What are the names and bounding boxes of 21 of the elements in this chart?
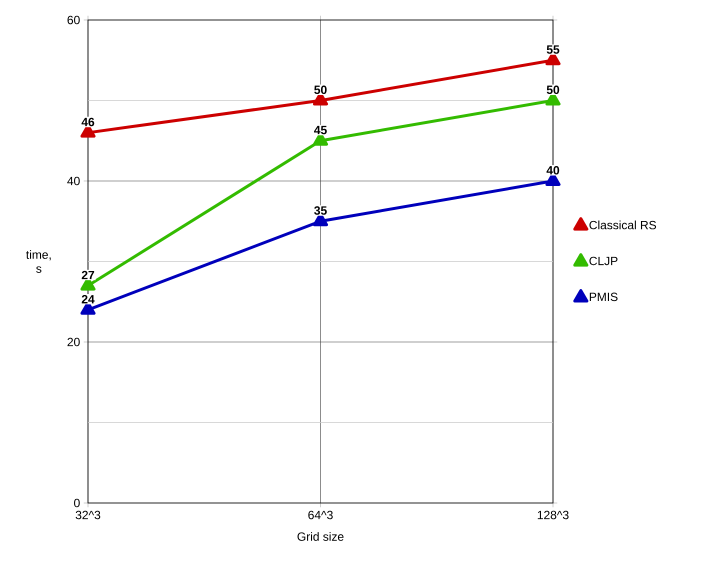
data-label: 40 [546, 166, 560, 175]
data-label: 35 [314, 206, 327, 215]
data-label: 45 [314, 126, 327, 134]
data-label: 24 [82, 294, 95, 304]
x-tick-label: 128^3 [538, 510, 569, 520]
y-tick-label: 20 [68, 338, 80, 346]
x-tick-label: 32^3 [76, 510, 100, 520]
y-tick-label: 60 [68, 16, 80, 24]
y-tick-label: 40 [67, 176, 80, 186]
x-axis-title: Grid size [298, 532, 344, 541]
legend-label: PMIS [590, 292, 618, 302]
data-label: 50 [314, 86, 327, 94]
legend-label: CLJP [589, 256, 618, 266]
legend-label: Classical RS [589, 220, 656, 230]
data-label: 27 [82, 270, 94, 280]
y-tick-label: 0 [74, 498, 80, 508]
x-tick-label: 64^3 [308, 510, 333, 520]
data-label: 50 [546, 86, 560, 94]
data-label: 55 [546, 45, 560, 54]
data-label: 46 [82, 118, 94, 126]
y-axis-title: time, s [26, 250, 51, 273]
